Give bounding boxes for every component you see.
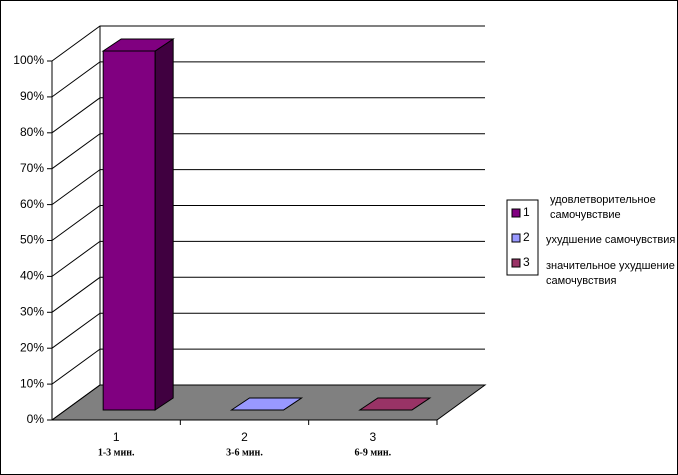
- bar-side: [154, 38, 174, 411]
- x-tick-sublabel: 1-3 мин.: [98, 447, 135, 458]
- y-tick-label: 90%: [20, 89, 44, 103]
- x-tick-label: 2: [241, 430, 248, 444]
- legend-note: ухудшение самочувствия: [546, 234, 675, 246]
- x-tick-label: 3: [369, 430, 376, 444]
- x-tick-sublabel: 6-9 мин.: [354, 447, 391, 458]
- bar-top: [229, 397, 304, 411]
- legend-swatch: [511, 208, 521, 218]
- bar: [229, 397, 304, 411]
- y-tick-label: 30%: [20, 304, 44, 318]
- x-tick-sublabel: 3-6 мин.: [226, 447, 263, 458]
- bar: [358, 397, 432, 411]
- bar-top: [358, 397, 432, 411]
- legend-label: 2: [523, 230, 530, 244]
- x-tick-label: 1: [113, 430, 120, 444]
- legend-label: 1: [523, 205, 530, 219]
- y-tick-label: 0%: [27, 412, 45, 426]
- legend-note: самочувствие: [550, 209, 621, 221]
- y-tick-label: 40%: [20, 269, 44, 283]
- bar-front: [102, 50, 156, 411]
- legend-note: самочувствия: [546, 275, 617, 287]
- y-tick-label: 20%: [20, 340, 44, 354]
- y-tick-label: 50%: [20, 233, 44, 247]
- bar: [101, 38, 175, 411]
- legend-swatch: [511, 258, 521, 268]
- legend-swatch: [511, 233, 521, 243]
- y-tick-label: 80%: [20, 125, 44, 139]
- y-tick-label: 70%: [20, 161, 44, 175]
- y-tick-label: 10%: [20, 376, 44, 390]
- legend-note: удовлетворительное: [550, 194, 656, 206]
- legend-label: 3: [523, 255, 530, 269]
- bar-top: [101, 38, 175, 52]
- y-tick-label: 60%: [20, 197, 44, 211]
- y-tick-label: 100%: [13, 53, 44, 67]
- legend-note: значительное ухудшение: [546, 260, 675, 272]
